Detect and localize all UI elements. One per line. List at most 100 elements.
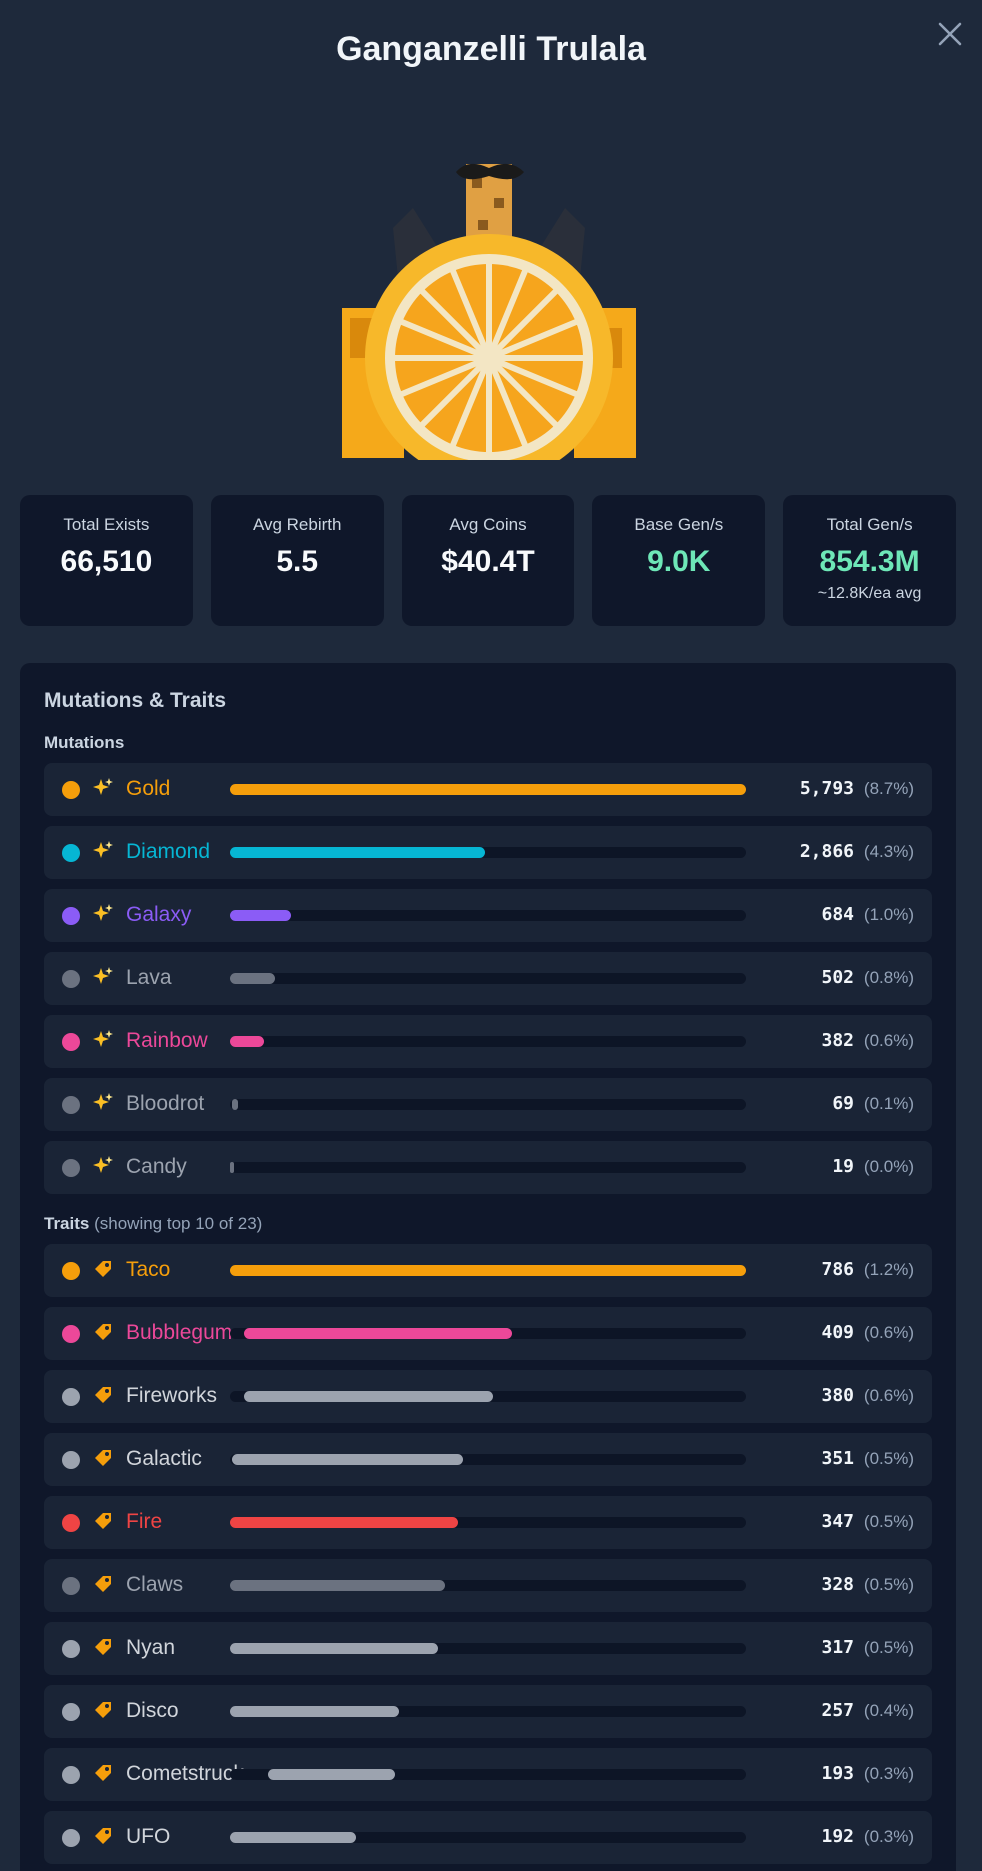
sparkles-icon — [92, 1092, 114, 1121]
bar-track — [230, 847, 746, 858]
bar-track — [230, 1036, 746, 1047]
close-button[interactable] — [930, 14, 970, 54]
bar-fill — [230, 973, 275, 984]
trait-row[interactable]: Galactic 351 (0.5%) — [44, 1433, 932, 1486]
bar-fill — [232, 1454, 463, 1465]
bar-track — [230, 1454, 746, 1465]
bar-fill — [268, 1769, 395, 1780]
sparkles-icon — [92, 777, 114, 806]
bar-fill — [244, 1391, 493, 1402]
mutation-row[interactable]: Rainbow 382 (0.6%) — [44, 1015, 932, 1068]
bar-fill — [230, 1517, 458, 1528]
item-name: Galactic — [126, 1447, 202, 1470]
item-count: 347 — [821, 1511, 854, 1532]
bar-track — [230, 973, 746, 984]
item-percent: (0.4%) — [863, 1701, 914, 1720]
mutation-row[interactable]: Candy 19 (0.0%) — [44, 1141, 932, 1194]
item-name: Lava — [126, 966, 172, 989]
mutations-label: Mutations — [44, 733, 125, 752]
item-name: Bloodrot — [126, 1092, 205, 1115]
item-count: 317 — [821, 1637, 854, 1658]
item-percent: (0.5%) — [863, 1638, 914, 1657]
item-count: 684 — [821, 904, 854, 925]
item-count: 502 — [821, 967, 854, 988]
item-name: Diamond — [126, 840, 211, 863]
item-percent: (0.1%) — [863, 1094, 914, 1113]
close-icon — [938, 22, 962, 46]
bar-track — [230, 1580, 746, 1591]
tag-icon — [92, 1321, 114, 1350]
traits-label: Traits (showing top 10 of 23) — [44, 1214, 932, 1234]
trait-row[interactable]: Disco 257 (0.4%) — [44, 1685, 932, 1738]
mutation-row[interactable]: Diamond 2,866 (4.3%) — [44, 826, 932, 879]
page-title: Ganganzelli Trulala — [336, 30, 646, 68]
trait-row[interactable]: Taco 786 (1.2%) — [44, 1244, 932, 1297]
bar-track — [230, 910, 746, 921]
bar-fill — [244, 1328, 512, 1339]
item-percent: (4.3%) — [863, 842, 914, 861]
item-count: 380 — [821, 1385, 854, 1406]
color-dot — [62, 1640, 80, 1658]
trait-row[interactable]: Cometstruck 193 (0.3%) — [44, 1748, 932, 1801]
item-count: 328 — [821, 1574, 854, 1595]
item-percent: (0.6%) — [863, 1386, 914, 1405]
stat-value: 66,510 — [60, 545, 153, 578]
bar-fill — [230, 1265, 746, 1276]
item-name: Nyan — [126, 1636, 176, 1659]
stat-sub: ~12.8K/ea avg — [817, 585, 922, 602]
mutation-row[interactable]: Bloodrot 69 (0.1%) — [44, 1078, 932, 1131]
item-percent: (0.5%) — [863, 1449, 914, 1468]
item-name: Candy — [126, 1155, 187, 1178]
bar-track — [230, 1643, 746, 1654]
item-percent: (8.7%) — [863, 779, 914, 798]
color-dot — [62, 1325, 80, 1343]
traits-label-text: Traits — [44, 1214, 90, 1233]
bar-track — [230, 1832, 746, 1843]
bar-track — [230, 1517, 746, 1528]
sparkles-icon — [92, 1029, 114, 1058]
trait-row[interactable]: Fire 347 (0.5%) — [44, 1496, 932, 1549]
character-image — [342, 163, 636, 460]
color-dot — [62, 1703, 80, 1721]
color-dot — [62, 844, 80, 862]
stat-value: $40.4T — [441, 545, 535, 578]
tag-icon — [92, 1510, 114, 1539]
trait-row[interactable]: Claws 328 (0.5%) — [44, 1559, 932, 1612]
bar-track — [230, 1706, 746, 1717]
sparkles-icon — [92, 966, 114, 995]
sparkles-icon — [92, 903, 114, 932]
bar-track — [230, 1099, 746, 1110]
color-dot — [62, 1514, 80, 1532]
panel-title: Mutations & Traits — [44, 689, 227, 712]
tag-icon — [92, 1762, 114, 1791]
item-name: Fireworks — [126, 1384, 218, 1407]
mutations-traits-panel: Mutations & Traits Mutations Gold 5,793 (8… — [20, 663, 956, 1871]
sparkles-icon — [92, 840, 114, 869]
stats-row: Total Exists 66,510 Avg Rebirth 5.5 Avg Coin… — [20, 495, 956, 626]
mutation-row[interactable]: Lava 502 (0.8%) — [44, 952, 932, 1005]
trait-row[interactable]: UFO 192 (0.3%) — [44, 1811, 932, 1864]
item-name: Bubblegum — [126, 1321, 233, 1344]
color-dot — [62, 781, 80, 799]
item-name: UFO — [126, 1825, 171, 1848]
trait-row[interactable]: Nyan 317 (0.5%) — [44, 1622, 932, 1675]
item-count: 409 — [821, 1322, 854, 1343]
stat-value: 5.5 — [276, 545, 319, 578]
mutation-row[interactable]: Gold 5,793 (8.7%) — [44, 763, 932, 816]
item-count: 19 — [832, 1156, 854, 1177]
color-dot — [62, 907, 80, 925]
mutation-row[interactable]: Galaxy 684 (1.0%) — [44, 889, 932, 942]
tag-icon — [92, 1825, 114, 1854]
color-dot — [62, 1766, 80, 1784]
item-percent: (0.0%) — [863, 1157, 914, 1176]
trait-row[interactable]: Fireworks 380 (0.6%) — [44, 1370, 932, 1423]
traits-note: (showing top 10 of 23) — [94, 1214, 263, 1233]
item-name: Fire — [126, 1510, 163, 1533]
trait-row[interactable]: Bubblegum 409 (0.6%) — [44, 1307, 932, 1360]
bar-fill — [230, 910, 291, 921]
item-percent: (0.6%) — [863, 1323, 914, 1342]
stat-value: 9.0K — [647, 545, 711, 578]
bar-fill — [230, 784, 746, 795]
item-percent: (1.0%) — [863, 905, 914, 924]
color-dot — [62, 970, 80, 988]
